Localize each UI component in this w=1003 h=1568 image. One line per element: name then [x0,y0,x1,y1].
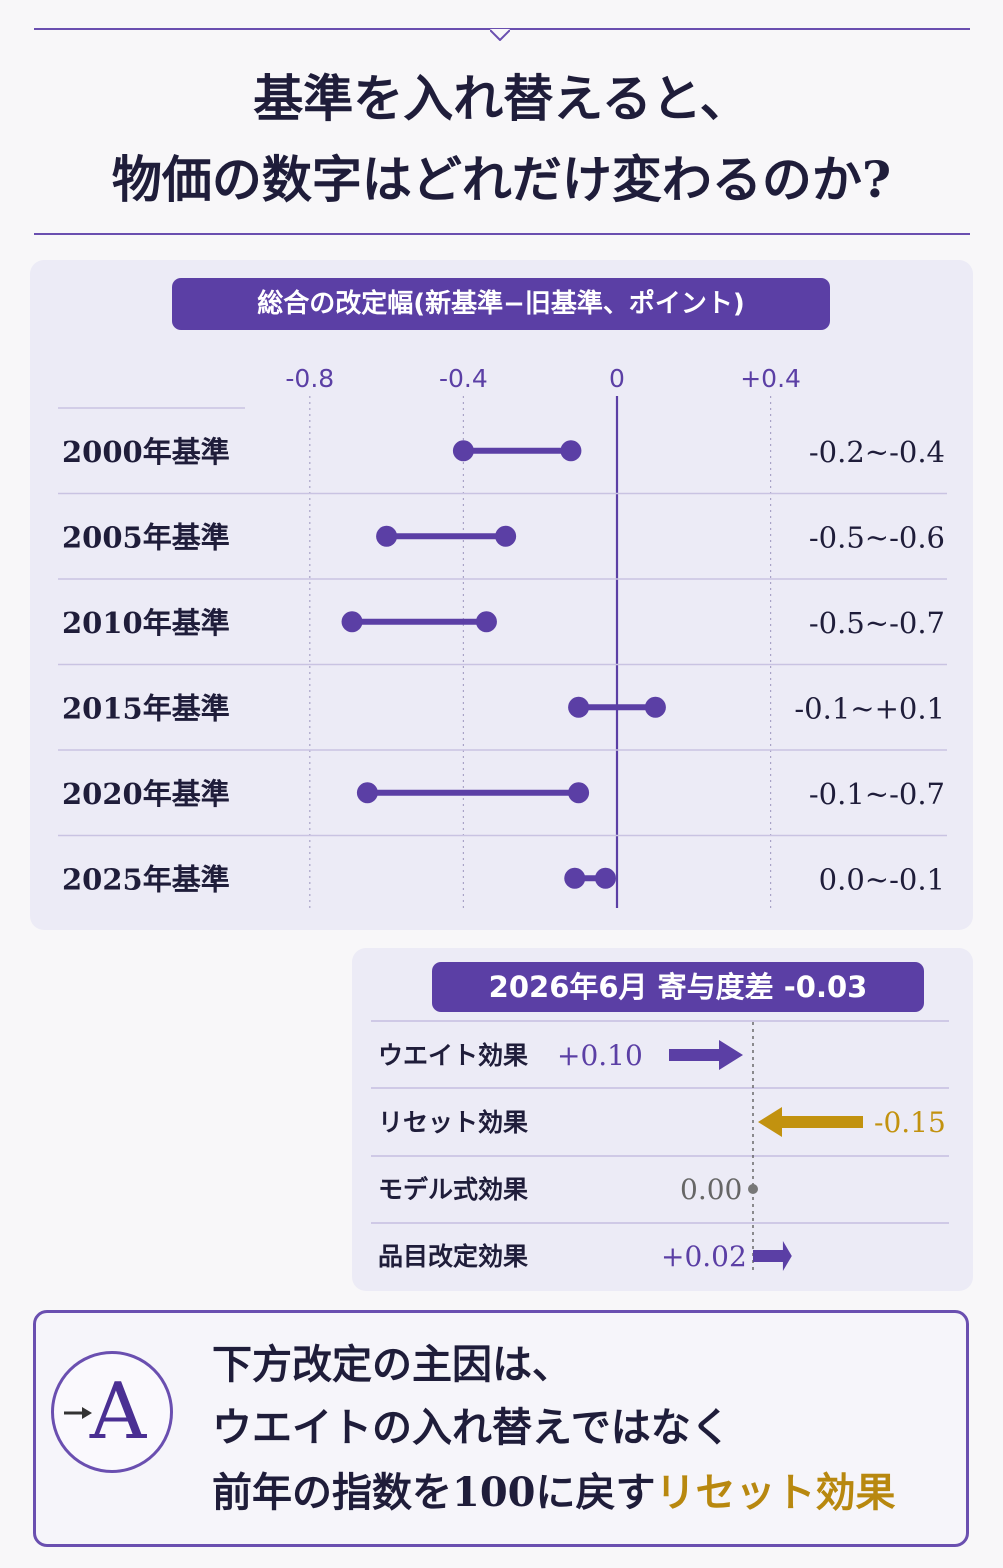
contribution-value-reset: -0.15 [874,1106,946,1139]
answer-box [33,1310,969,1547]
row-range-label: -0.5~-0.7 [809,606,945,640]
range-point-low [376,525,398,547]
header-notch-icon [490,29,510,41]
answer-highlight-reset-effect: リセット効果 [655,1469,896,1516]
range-point-low [356,782,378,804]
row-label: 2025年基準 [62,862,230,896]
contribution-row-divider [371,1087,949,1089]
x-tick-label: -0.8 [285,364,334,393]
contribution-label-model: モデル式効果 [378,1175,529,1204]
row-label: 2010年基準 [62,606,230,640]
range-point-high [594,867,616,889]
revision-chart-svg: -0.8 -0.4 0 +0.4 2000年基準 -0.2~-0.4 2005年基準 -0.5… [58,364,947,908]
range-point-high [495,525,517,547]
range-point-high [560,440,582,462]
x-tick-label: 0 [609,364,625,393]
contribution-title: 2026年6月 寄与度差 -0.03 [432,962,924,1012]
range-point-low [568,696,590,718]
answer-line-2: ウエイトの入れ替えではなく [212,1404,731,1451]
page-title-line-1: 基準を入れ替えると、 [253,69,750,128]
answer-badge-letter: A [89,1367,147,1457]
contribution-zero-dot [748,1184,758,1194]
x-tick-label: +0.4 [740,364,801,393]
contribution-label-reset: リセット効果 [378,1108,529,1137]
contribution-value-model: 0.00 [680,1173,743,1206]
row-range-label: -0.1~-0.7 [809,777,945,811]
row-label: 2005年基準 [62,520,230,554]
row-range-label: -0.5~-0.6 [809,520,945,554]
answer-line-3: 前年の指数を100に戻すリセット効果 [212,1464,896,1522]
range-point-high [644,696,666,718]
contribution-arrow [758,1107,863,1137]
contribution-arrow [753,1241,792,1271]
range-point-low [341,611,363,633]
contribution-row-divider [371,1155,949,1157]
revision-chart-title: 総合の改定幅(新基準−旧基準、ポイント) [172,278,830,330]
answer-line-3-prefix: 前年の指数を100に戻す [212,1469,656,1516]
contribution-label-item: 品目改定効果 [378,1242,529,1271]
contribution-row-divider [371,1222,949,1224]
row-range-label: 0.0~-0.1 [819,862,945,896]
arrow-right-icon [64,1407,92,1419]
row-range-label: -0.1~+0.1 [794,691,945,725]
range-point-low [564,867,586,889]
answer-line-1: 下方改定の主因は、 [212,1341,572,1388]
contribution-arrows-svg [669,1022,863,1271]
range-point-low [452,440,474,462]
row-label: 2020年基準 [62,777,230,811]
contribution-arrow [669,1040,743,1070]
row-label: 2000年基準 [62,435,230,469]
contribution-value-item: +0.02 [661,1240,747,1273]
page-title-line-2: 物価の数字はどれだけ変わるのか? [111,150,892,209]
revision-chart-panel [30,260,973,930]
contribution-label-weight: ウエイト効果 [378,1041,529,1070]
range-point-high [568,782,590,804]
x-tick-label: -0.4 [439,364,488,393]
contribution-row-divider [371,1020,949,1022]
header-bottom-rule [34,233,970,235]
range-point-high [475,611,497,633]
contribution-value-weight: +0.10 [557,1039,643,1072]
row-label: 2015年基準 [62,691,230,725]
row-range-label: -0.2~-0.4 [809,435,945,469]
